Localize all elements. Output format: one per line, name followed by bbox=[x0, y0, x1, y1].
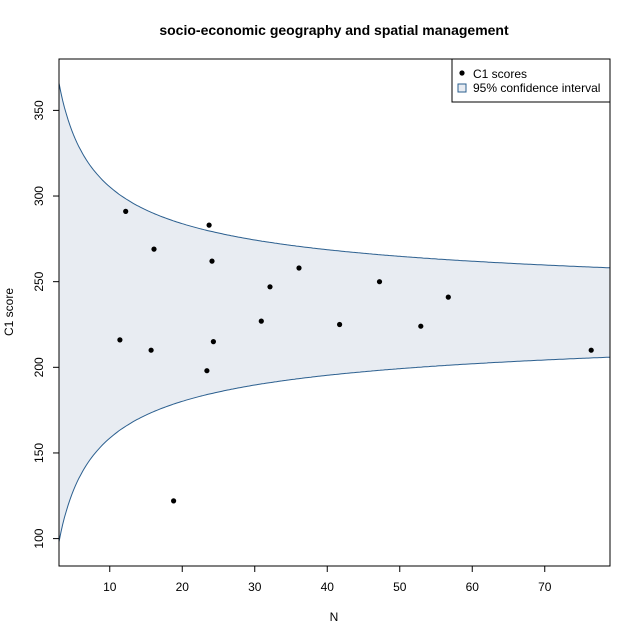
data-point bbox=[445, 294, 451, 300]
data-point bbox=[267, 284, 273, 290]
y-axis: 100 150 200 250 300 350 bbox=[32, 100, 60, 549]
x-tick-label: 50 bbox=[393, 580, 407, 594]
data-point bbox=[171, 498, 177, 504]
y-tick-label: 200 bbox=[32, 357, 46, 377]
data-point bbox=[206, 222, 212, 228]
y-tick-label: 100 bbox=[32, 528, 46, 548]
y-tick-label: 300 bbox=[32, 186, 46, 206]
y-tick-label: 150 bbox=[32, 443, 46, 463]
data-point bbox=[376, 279, 383, 285]
y-tick-label: 250 bbox=[32, 271, 46, 291]
legend-label-scores: C1 scores bbox=[473, 67, 527, 81]
data-points-layer bbox=[117, 208, 594, 504]
x-tick-label: 60 bbox=[466, 580, 480, 594]
data-point bbox=[123, 208, 129, 214]
chart-title: socio-economic geography and spatial man… bbox=[159, 22, 509, 38]
x-tick-label: 30 bbox=[248, 580, 262, 594]
data-point bbox=[151, 246, 157, 252]
x-axis: 10 20 30 40 50 60 70 bbox=[103, 565, 552, 594]
legend-band-swatch bbox=[457, 83, 467, 93]
x-tick-label: 20 bbox=[176, 580, 190, 594]
confidence-upper-line bbox=[59, 83, 610, 269]
data-point bbox=[418, 323, 424, 329]
data-point bbox=[588, 347, 594, 353]
legend-point-marker bbox=[459, 70, 465, 76]
x-tick-label: 10 bbox=[103, 580, 117, 594]
x-axis-label: N bbox=[330, 610, 339, 624]
confidence-band-fill bbox=[59, 83, 610, 542]
x-tick-label: 40 bbox=[321, 580, 335, 594]
data-point bbox=[148, 347, 154, 353]
y-axis-label: C1 score bbox=[2, 288, 16, 336]
legend: C1 scores 95% confidence interval bbox=[451, 58, 611, 103]
x-tick-label: 70 bbox=[538, 580, 552, 594]
legend-box bbox=[451, 58, 611, 103]
y-tick-label: 350 bbox=[32, 100, 46, 120]
data-point bbox=[337, 321, 343, 328]
data-point bbox=[296, 265, 302, 271]
data-point bbox=[117, 337, 123, 343]
data-point bbox=[258, 318, 264, 324]
confidence-lower-line bbox=[59, 356, 610, 542]
data-point bbox=[210, 339, 216, 345]
plot-area bbox=[58, 58, 611, 567]
data-point bbox=[204, 368, 210, 374]
legend-label-ci: 95% confidence interval bbox=[473, 81, 600, 95]
data-point bbox=[209, 258, 215, 264]
confidence-band-layer bbox=[59, 83, 610, 542]
